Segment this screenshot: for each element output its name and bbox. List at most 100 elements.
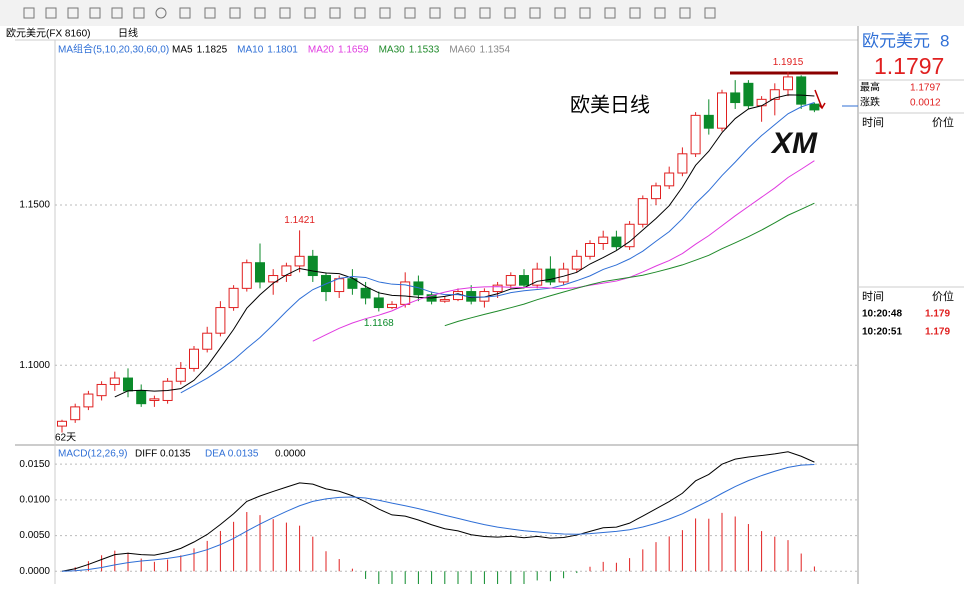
candle-body bbox=[492, 284, 503, 293]
quote-code: 8 bbox=[940, 31, 949, 50]
macd-diff: DIFF 0.0135 bbox=[135, 449, 191, 460]
candle-body bbox=[175, 367, 186, 382]
candle-body bbox=[413, 281, 424, 296]
label: 最高 bbox=[860, 81, 880, 94]
y-tick-label: 0.0150 bbox=[19, 459, 50, 470]
label: 价位 bbox=[932, 115, 954, 129]
value: 1.1797 bbox=[910, 83, 941, 94]
toolbar bbox=[0, 0, 964, 26]
ma-name: MA30 bbox=[379, 45, 406, 56]
candle-body bbox=[360, 287, 371, 299]
y-tick-label: 1.1000 bbox=[19, 360, 50, 371]
candle-body bbox=[268, 275, 279, 283]
macd-dea: DEA 0.0135 bbox=[205, 449, 259, 460]
candle-body bbox=[756, 98, 767, 107]
candle-body bbox=[136, 390, 147, 405]
tick-time: 10:20:48 bbox=[862, 309, 902, 320]
candle-body bbox=[651, 185, 661, 200]
y-tick-label: 0.0100 bbox=[19, 494, 50, 505]
ma-name: MA5 bbox=[172, 45, 193, 56]
candle-body bbox=[743, 82, 754, 107]
tick-price: 1.179 bbox=[925, 327, 950, 338]
candle-body bbox=[228, 287, 239, 309]
ma-line bbox=[180, 102, 815, 394]
days-label: 62天 bbox=[55, 433, 76, 444]
candle-body bbox=[558, 268, 569, 283]
candle-body bbox=[703, 114, 714, 129]
candle-body bbox=[70, 406, 81, 421]
ma-name: MA20 bbox=[308, 45, 335, 56]
value: 0.0012 bbox=[910, 98, 941, 109]
candle-body bbox=[294, 255, 305, 267]
candle-body bbox=[783, 76, 793, 91]
candle-body bbox=[307, 255, 318, 277]
candle-body bbox=[281, 265, 292, 277]
toolbar-icons[interactable] bbox=[23, 7, 716, 19]
ma-name: MA10 bbox=[237, 45, 264, 56]
ma-name: MA60 bbox=[449, 45, 476, 56]
candle-body bbox=[532, 268, 543, 286]
candle-body bbox=[215, 307, 226, 334]
symbol: 欧元美元(FX 8160) bbox=[6, 27, 90, 40]
candle-body bbox=[637, 198, 648, 225]
tick-time: 10:20:51 bbox=[862, 327, 902, 338]
candle-body bbox=[545, 268, 556, 283]
candle-body bbox=[664, 172, 675, 187]
candle-body bbox=[505, 275, 516, 286]
diff-line bbox=[61, 451, 815, 572]
candle-body bbox=[83, 393, 94, 408]
candle-body bbox=[717, 92, 727, 129]
macd-value: 0.0000 bbox=[275, 449, 306, 460]
ma-value: 1.1354 bbox=[479, 45, 510, 56]
candle-body bbox=[57, 420, 67, 427]
ma-line bbox=[444, 202, 815, 327]
ma-line bbox=[114, 94, 815, 398]
candle-body bbox=[387, 303, 397, 309]
macd-legend: MACD(12,26,9) bbox=[58, 449, 127, 460]
candle-body bbox=[769, 89, 780, 100]
label: 时间 bbox=[862, 116, 884, 129]
candle-body bbox=[347, 278, 358, 289]
label: 涨跌 bbox=[860, 96, 880, 109]
candle-body bbox=[571, 255, 582, 270]
ma-value: 1.1659 bbox=[338, 45, 369, 56]
candle-body bbox=[519, 275, 529, 286]
label: 时间 bbox=[862, 290, 884, 303]
ma-value: 1.1801 bbox=[267, 45, 298, 56]
dea-line bbox=[61, 464, 815, 572]
tick-price: 1.179 bbox=[925, 309, 950, 320]
candle-body bbox=[96, 383, 107, 397]
candle-body bbox=[241, 262, 252, 289]
candle-body bbox=[334, 278, 345, 293]
y-tick-label: 0.0050 bbox=[19, 530, 50, 541]
candle-body bbox=[439, 299, 450, 302]
candle-body bbox=[585, 243, 595, 257]
candle-body bbox=[677, 153, 688, 174]
candle-body bbox=[202, 332, 213, 350]
candle-body bbox=[149, 398, 160, 401]
period[interactable]: 日线 bbox=[118, 27, 138, 40]
candle-body bbox=[690, 114, 701, 155]
ma-value: 1.1533 bbox=[409, 45, 440, 56]
candle-body bbox=[255, 262, 265, 283]
price-label: 1.1421 bbox=[284, 215, 315, 226]
y-tick-label: 1.1500 bbox=[19, 200, 50, 211]
candle-body bbox=[109, 377, 120, 385]
candle-body bbox=[598, 236, 609, 244]
candle-body bbox=[611, 236, 622, 248]
price-label: 1.1168 bbox=[364, 318, 394, 329]
ma-group[interactable]: MA组合(5,10,20,30,60,0) bbox=[58, 43, 169, 56]
candle-body bbox=[373, 297, 384, 309]
candle-body bbox=[123, 377, 133, 392]
candle-body bbox=[809, 103, 820, 111]
label: 价位 bbox=[932, 289, 954, 303]
ma-value: 1.1825 bbox=[197, 45, 228, 56]
quote-price: 1.1797 bbox=[874, 53, 944, 79]
candle-body bbox=[730, 92, 741, 104]
candle-body bbox=[796, 76, 807, 105]
logo: XM bbox=[770, 127, 818, 160]
candle-body bbox=[189, 348, 199, 369]
quote-name: 欧元美元 bbox=[862, 31, 930, 50]
y-tick-label: 0.0000 bbox=[19, 566, 50, 577]
